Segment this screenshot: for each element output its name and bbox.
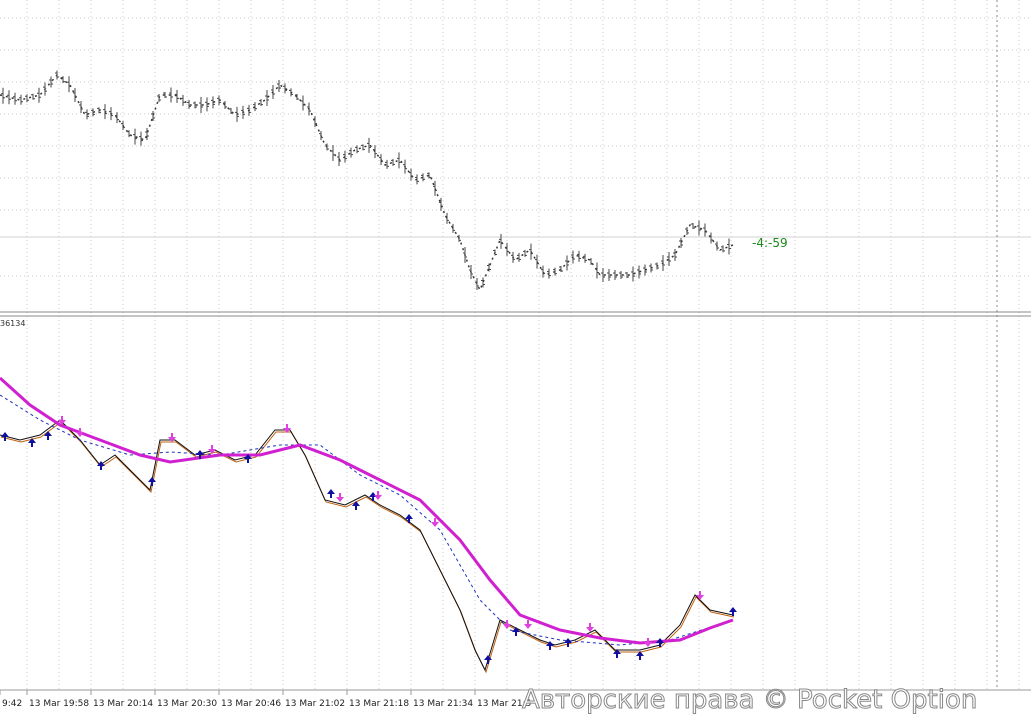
time-label: 13 Mar 20:46 bbox=[221, 699, 281, 709]
time-label: 13 Mar 19:58 bbox=[29, 699, 89, 709]
sell-arrow bbox=[283, 424, 291, 433]
sell-arrow bbox=[168, 433, 176, 442]
buy-arrow bbox=[484, 655, 492, 664]
buy-arrow bbox=[28, 438, 36, 447]
sell-arrow bbox=[374, 491, 382, 500]
buy-arrow bbox=[512, 627, 520, 636]
buy-arrow bbox=[656, 638, 664, 647]
buy-arrow bbox=[44, 431, 52, 440]
buy-arrow bbox=[196, 450, 204, 459]
buy-arrow bbox=[148, 477, 156, 486]
buy-arrow bbox=[327, 489, 335, 498]
buy-arrow bbox=[564, 638, 572, 647]
buy-arrow bbox=[613, 649, 621, 658]
signal-arrows bbox=[1, 416, 737, 664]
buy-arrow bbox=[97, 461, 105, 470]
sell-arrow bbox=[644, 638, 652, 647]
buy-arrow bbox=[244, 454, 252, 463]
vertical-grid bbox=[26, 0, 1020, 690]
watermark: Авторские права © Pocket Option bbox=[522, 685, 977, 715]
time-label: 13 Mar 21:5 bbox=[477, 699, 531, 709]
buy-arrow bbox=[729, 607, 737, 616]
sell-arrow bbox=[336, 493, 344, 502]
indicator-fast bbox=[0, 419, 734, 672]
buy-arrow bbox=[405, 514, 413, 523]
countdown: -4:-59 bbox=[752, 236, 788, 250]
sell-arrow bbox=[524, 620, 532, 629]
sell-arrow bbox=[431, 518, 439, 527]
time-label: 13 Mar 21:34 bbox=[413, 699, 473, 709]
sell-arrow bbox=[208, 445, 216, 454]
time-label: 13 Mar 20:30 bbox=[157, 699, 217, 709]
time-axis: 9:42 13 Mar 19:58 13 Mar 20:14 13 Mar 20:30… bbox=[0, 690, 531, 709]
sell-arrow bbox=[696, 591, 704, 600]
buy-arrow bbox=[369, 492, 377, 501]
price-bars bbox=[0, 73, 734, 292]
time-label: 13 Mar 20:14 bbox=[93, 699, 153, 709]
sell-arrow bbox=[503, 620, 511, 629]
buy-arrow bbox=[636, 651, 644, 660]
price-candles bbox=[1, 70, 731, 290]
buy-arrow bbox=[1, 432, 9, 441]
sell-arrow bbox=[58, 416, 66, 425]
time-label: 13 Mar 21:02 bbox=[285, 699, 345, 709]
indicator-label: 36134 bbox=[0, 319, 25, 328]
time-label: 9:42 bbox=[2, 699, 22, 709]
time-label: 13 Mar 21:18 bbox=[349, 699, 409, 709]
buy-arrow bbox=[352, 501, 360, 510]
sell-arrow bbox=[76, 428, 84, 437]
indicator-signal bbox=[0, 394, 734, 646]
buy-arrow bbox=[546, 641, 554, 650]
sell-arrow bbox=[586, 623, 594, 632]
indicator-slow bbox=[0, 376, 734, 645]
